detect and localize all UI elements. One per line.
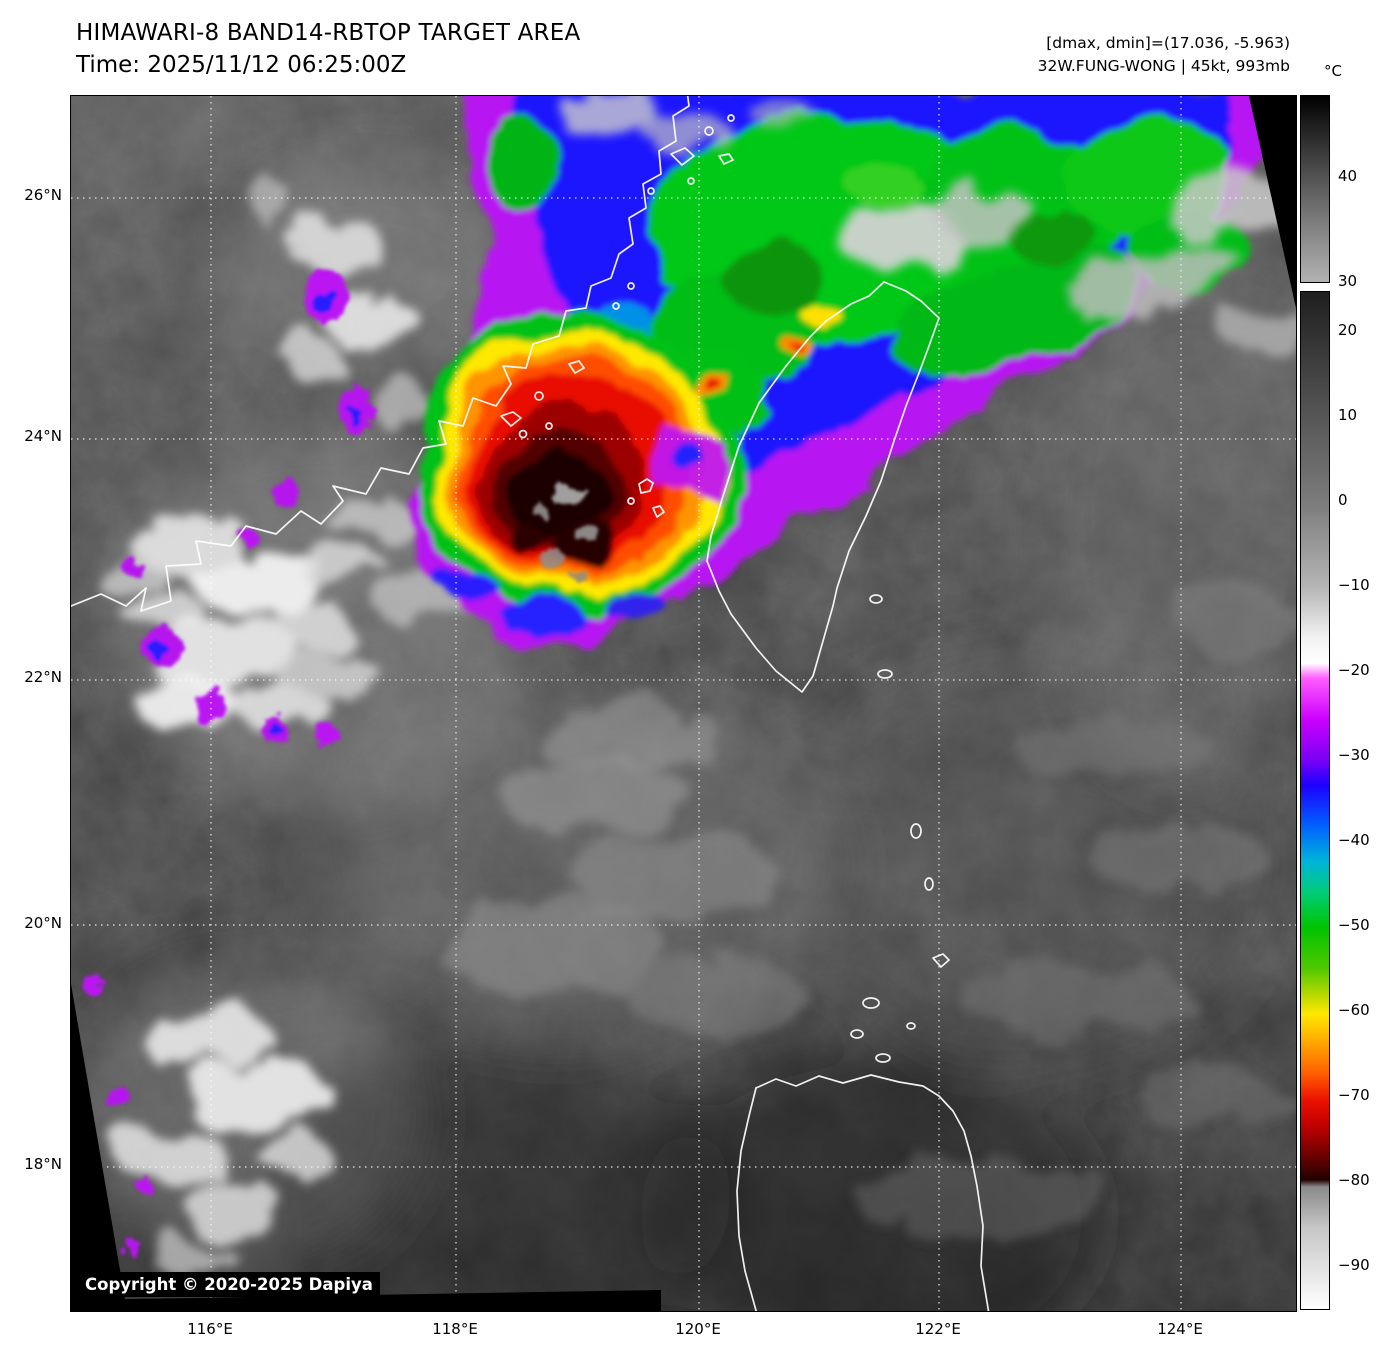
lon-label-122e: 122°E — [915, 1320, 961, 1338]
lat-label-18n: 18°N — [24, 1155, 62, 1173]
lon-label-120e: 120°E — [675, 1320, 721, 1338]
scattered-cold-cells — [84, 268, 374, 1293]
colorbar-tick-10: 10 — [1338, 406, 1358, 424]
time-label: Time: 2025/11/12 06:25:00Z — [76, 52, 407, 78]
dmax-dmin-label: [dmax, dmin]=(17.036, -5.963) — [1046, 34, 1290, 52]
colorbar-tick-m70: −70 — [1338, 1086, 1370, 1104]
colorbar-tick-m80: −80 — [1338, 1171, 1370, 1189]
luzon-coastline — [755, 1074, 990, 1311]
colorbar-gray-segment — [1300, 95, 1330, 283]
copyright-badge: Copyright © 2020-2025 Dapiya — [78, 1272, 380, 1297]
colorbar-tick-m60: −60 — [1338, 1001, 1370, 1019]
core-gray-specks — [533, 485, 599, 579]
lat-label-24n: 24°N — [24, 427, 62, 445]
page-title: HIMAWARI-8 BAND14-RBTOP TARGET AREA — [76, 20, 581, 46]
storm-core — [415, 314, 739, 614]
colorbar-tick-30: 30 — [1338, 272, 1358, 290]
colorbar-tick-40: 40 — [1338, 167, 1358, 185]
lat-label-26n: 26°N — [24, 186, 62, 204]
colorbar-tick-20: 20 — [1338, 321, 1358, 339]
colorbar-tick-0: 0 — [1338, 491, 1348, 509]
satellite-image — [71, 96, 1296, 1311]
colorbar-tick-m20: −20 — [1338, 661, 1370, 679]
colorbar-tick-m90: −90 — [1338, 1256, 1370, 1274]
cloud-blobs — [97, 179, 1296, 1276]
map-frame — [70, 95, 1297, 1312]
colorbar-tick-m30: −30 — [1338, 746, 1370, 764]
lon-label-118e: 118°E — [432, 1320, 478, 1338]
swath-edge-mask — [71, 96, 1296, 1311]
coastlines — [71, 96, 990, 1311]
lat-label-20n: 20°N — [24, 914, 62, 932]
colorbar-tick-m50: −50 — [1338, 916, 1370, 934]
colorbar-tick-m40: −40 — [1338, 831, 1370, 849]
colorbar-unit-label: °C — [1324, 62, 1342, 80]
lat-label-22n: 22°N — [24, 668, 62, 686]
storm-info-label: 32W.FUNG-WONG | 45kt, 993mb — [1037, 57, 1290, 75]
taiwan-coastline — [706, 281, 940, 693]
lon-label-124e: 124°E — [1157, 1320, 1203, 1338]
graticule — [71, 96, 1296, 1311]
colorbar-tick-m10: −10 — [1338, 576, 1370, 594]
lon-label-116e: 116°E — [187, 1320, 233, 1338]
overlying-gray-cloud — [560, 96, 1296, 352]
china-coastline — [71, 96, 690, 612]
penghu-islands — [638, 478, 654, 494]
colorbar-color-segment — [1300, 291, 1330, 1310]
enhanced-convection — [409, 96, 1296, 643]
